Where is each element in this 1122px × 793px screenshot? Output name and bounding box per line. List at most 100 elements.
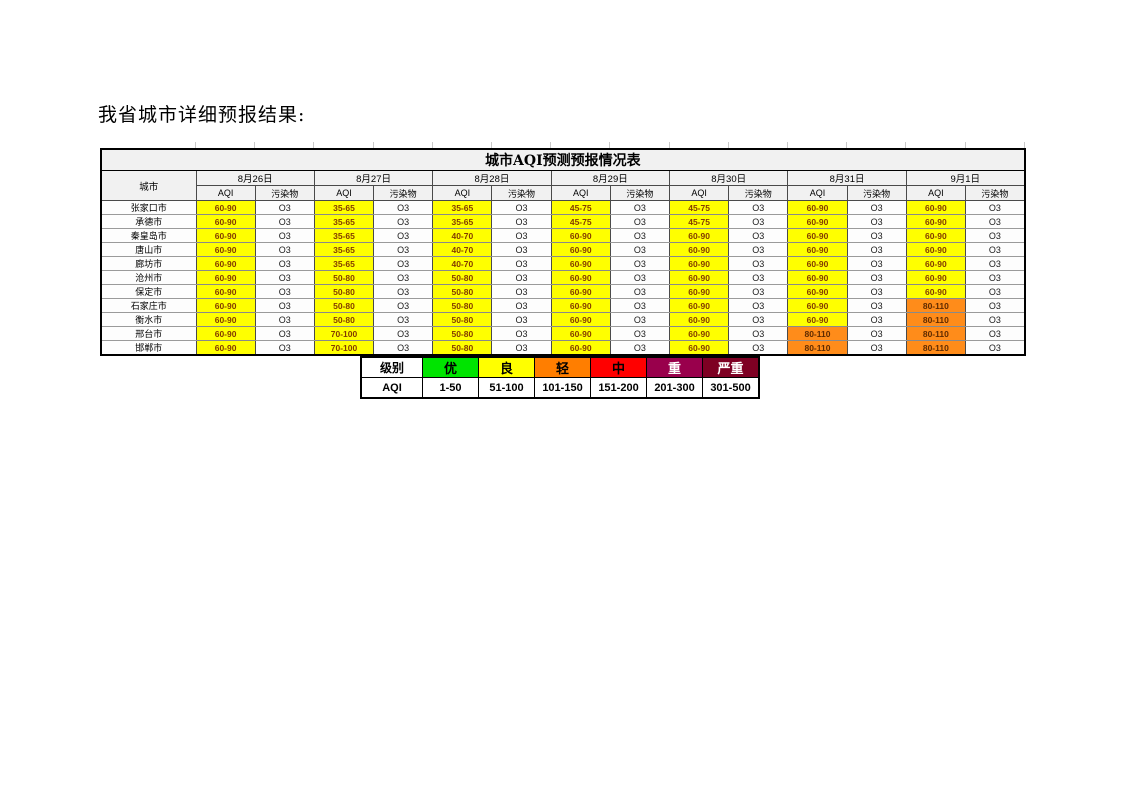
- pollutant-cell: O3: [846, 228, 907, 243]
- gridline-tick: [727, 142, 729, 148]
- aqi-value-cell: 60-90: [905, 256, 966, 271]
- pollutant-cell: O3: [373, 214, 434, 229]
- aqi-value-cell: 60-90: [668, 284, 730, 299]
- gridline-tick: [313, 142, 315, 148]
- pollutant-cell: O3: [728, 312, 789, 327]
- pollutant-cell: O3: [846, 312, 907, 327]
- aqi-value-cell: 60-90: [905, 200, 966, 215]
- legend-level-51-100: 良: [478, 356, 535, 378]
- city-name-cell: 廊坊市: [100, 256, 197, 271]
- aqi-value-cell: 60-90: [550, 242, 611, 257]
- aqi-forecast-table: 城市AQI预测预报情况表 城市 8月26日 8月27日 8月28日 8月29日 8月30日 8…: [100, 148, 1026, 356]
- aqi-value-cell: 60-90: [905, 284, 966, 299]
- pollutant-cell: O3: [491, 242, 552, 257]
- aqi-value-cell: 80-110: [905, 312, 966, 327]
- pollutant-cell: O3: [846, 340, 907, 356]
- city-row: 邢台市 60-90 O3 70-100 O3 50-80 O3 60-90 O3 60-90 O3 8…: [100, 326, 1026, 341]
- aqi-value-cell: 60-90: [195, 284, 256, 299]
- aqi-value-cell: 60-90: [787, 228, 848, 243]
- aqi-value-cell: 60-90: [787, 298, 848, 313]
- aqi-subheader: AQI: [668, 185, 730, 201]
- legend-level-header: 级别: [360, 356, 423, 378]
- legend-aqi-range: 301-500: [702, 377, 760, 399]
- pollutant-cell: O3: [254, 298, 315, 313]
- pollutant-cell: O3: [964, 340, 1026, 356]
- gridline-tick: [372, 142, 374, 148]
- aqi-value-cell: 60-90: [905, 228, 966, 243]
- pollutant-cell: O3: [609, 256, 671, 271]
- pollutant-cell: O3: [254, 228, 315, 243]
- date-header-4: 8月29日: [550, 170, 671, 186]
- legend-aqi-range: 51-100: [478, 377, 535, 399]
- aqi-value-cell: 60-90: [905, 214, 966, 229]
- aqi-value-cell: 60-90: [195, 214, 256, 229]
- legend-level-1-50: 优: [422, 356, 479, 378]
- pollutant-cell: O3: [491, 284, 552, 299]
- aqi-value-cell: 60-90: [195, 312, 256, 327]
- pollutant-cell: O3: [728, 228, 789, 243]
- aqi-value-cell: 70-100: [313, 340, 375, 356]
- legend-level-101-150: 轻: [534, 356, 591, 378]
- aqi-value-cell: 35-65: [313, 242, 375, 257]
- pollutant-cell: O3: [254, 270, 315, 285]
- city-name-cell: 邢台市: [100, 326, 197, 341]
- city-row: 邯郸市 60-90 O3 70-100 O3 50-80 O3 60-90 O3 60-90 O3 8…: [100, 340, 1026, 356]
- city-row: 张家口市 60-90 O3 35-65 O3 35-65 O3 45-75 O3 45-75 O3 6…: [100, 200, 1026, 215]
- aqi-subheader: AQI: [432, 185, 493, 201]
- legend-aqi-range: 201-300: [646, 377, 703, 399]
- pollutant-cell: O3: [728, 298, 789, 313]
- aqi-value-cell: 50-80: [432, 298, 493, 313]
- legend-level-151-200: 中: [590, 356, 647, 378]
- aqi-subheader: AQI: [550, 185, 611, 201]
- pollutant-cell: O3: [964, 298, 1026, 313]
- pollutant-cell: O3: [373, 256, 434, 271]
- city-name-cell: 衡水市: [100, 312, 197, 327]
- pollutant-cell: O3: [846, 242, 907, 257]
- aqi-value-cell: 60-90: [787, 284, 848, 299]
- aqi-value-cell: 60-90: [550, 312, 611, 327]
- aqi-value-cell: 60-90: [550, 270, 611, 285]
- aqi-value-cell: 80-110: [905, 340, 966, 356]
- date-header-5: 8月30日: [668, 170, 789, 186]
- aqi-value-cell: 35-65: [313, 214, 375, 229]
- pollutant-cell: O3: [373, 284, 434, 299]
- aqi-value-cell: 60-90: [668, 256, 730, 271]
- aqi-value-cell: 60-90: [905, 242, 966, 257]
- pollutant-cell: O3: [609, 200, 671, 215]
- pollutant-cell: O3: [846, 214, 907, 229]
- aqi-value-cell: 60-90: [668, 326, 730, 341]
- city-row: 沧州市 60-90 O3 50-80 O3 50-80 O3 60-90 O3 60-90 O3 60…: [100, 270, 1026, 285]
- page-heading: 我省城市详细预报结果:: [98, 104, 306, 126]
- aqi-value-cell: 60-90: [550, 340, 611, 356]
- pollutant-cell: O3: [728, 214, 789, 229]
- city-name-cell: 石家庄市: [100, 298, 197, 313]
- pollutant-cell: O3: [254, 312, 315, 327]
- gridline-tick: [964, 142, 966, 148]
- pollutant-cell: O3: [609, 340, 671, 356]
- pollutant-subheader: 污染物: [373, 185, 434, 201]
- aqi-value-cell: 50-80: [313, 270, 375, 285]
- legend-level-201-300: 重: [646, 356, 703, 378]
- city-row: 石家庄市 60-90 O3 50-80 O3 50-80 O3 60-90 O3 60-90 O3 6…: [100, 298, 1026, 313]
- pollutant-cell: O3: [964, 256, 1026, 271]
- city-row: 秦皇岛市 60-90 O3 35-65 O3 40-70 O3 60-90 O3 60-90 O3 6…: [100, 228, 1026, 243]
- pollutant-cell: O3: [964, 326, 1026, 341]
- pollutant-cell: O3: [373, 228, 434, 243]
- pollutant-cell: O3: [491, 256, 552, 271]
- gridline-tick: [431, 142, 433, 148]
- aqi-value-cell: 60-90: [668, 298, 730, 313]
- aqi-value-cell: 60-90: [550, 256, 611, 271]
- pollutant-cell: O3: [373, 298, 434, 313]
- aqi-value-cell: 60-90: [195, 270, 256, 285]
- pollutant-cell: O3: [846, 270, 907, 285]
- pollutant-cell: O3: [846, 200, 907, 215]
- aqi-value-cell: 50-80: [313, 298, 375, 313]
- aqi-value-cell: 40-70: [432, 242, 493, 257]
- aqi-value-cell: 60-90: [668, 270, 730, 285]
- city-name-cell: 邯郸市: [100, 340, 197, 356]
- city-name-cell: 秦皇岛市: [100, 228, 197, 243]
- aqi-value-cell: 35-65: [313, 228, 375, 243]
- pollutant-cell: O3: [846, 298, 907, 313]
- city-name-cell: 张家口市: [100, 200, 197, 215]
